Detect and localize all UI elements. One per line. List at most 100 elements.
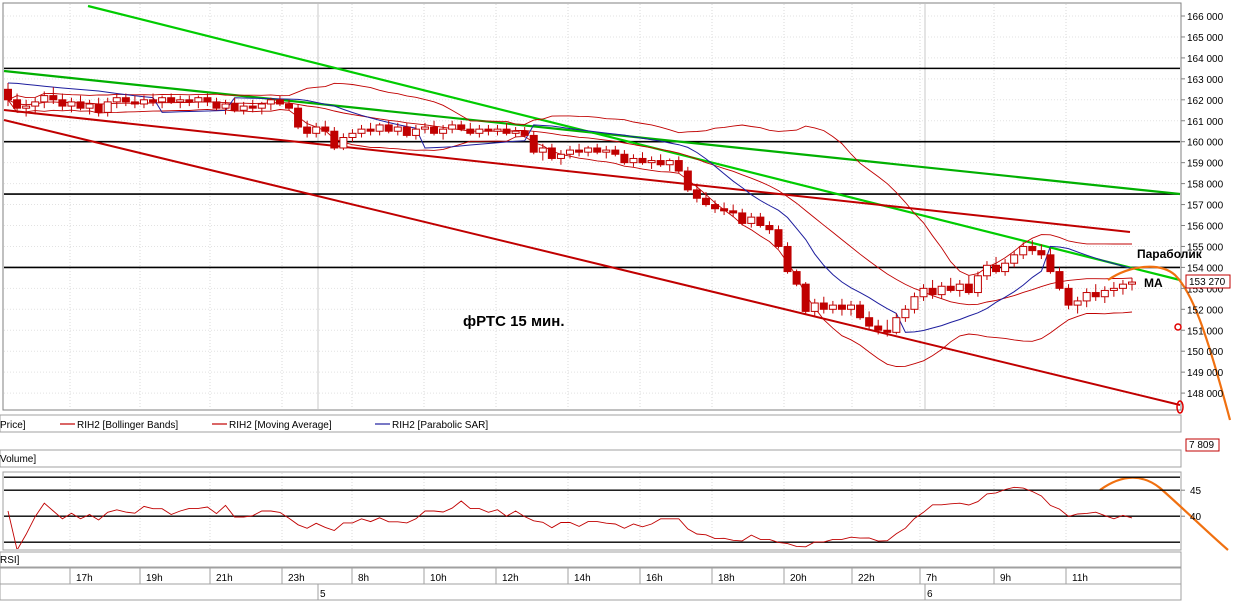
time-tick-label: 16h [646,573,663,584]
candle-body [94,103,103,113]
candle-body [692,189,701,199]
price-pane[interactable] [2,2,1182,411]
candle-body [420,126,429,130]
candle-body [638,157,647,164]
price-tick-label: 156 000 [1187,222,1224,233]
candle-body [946,285,955,291]
candle-body [1073,300,1082,306]
candle-body [937,285,946,296]
green-trendline-steep [87,4,1181,282]
candle-body [493,128,502,132]
candle-body [303,126,312,134]
trend-lines [3,4,1181,406]
candle-body [393,126,402,132]
candle-body [756,216,765,226]
candle-body [656,160,665,166]
candle-body [1118,283,1127,289]
candle-body [828,304,837,310]
candle-body [330,130,339,149]
candle-body [257,103,266,109]
candle-body [810,302,819,312]
candle-body [22,105,31,109]
candle-body [366,128,375,132]
forecast-marker-zero [1176,400,1184,414]
candle-body [375,124,384,132]
candle-body [294,107,303,128]
time-tick-label: 9h [1000,573,1011,584]
time-tick-label: 8h [358,573,369,584]
candle-body [239,105,248,111]
candle-body [40,95,49,103]
price-tick-label: 149 000 [1187,368,1224,379]
price-tick-label: 162 000 [1187,96,1224,107]
volume-pane[interactable] [0,449,1182,468]
candle-body [402,126,411,136]
rsi-label: RSI] [0,555,20,566]
candle-body [1091,292,1100,298]
candle-body [339,137,348,149]
time-tick-label: 19h [146,573,163,584]
price-tick-label: 166 000 [1187,12,1224,23]
candle-body [575,149,584,153]
legend-bar [0,414,1182,433]
time-axis-ticks: 17h 19h 21h 23h 8h 10h 12h 14h 16h 18h 20h 22h 7h 9h 1… [69,568,1088,600]
candle-body [647,160,656,164]
candle-body [738,212,747,224]
candle-body [31,101,40,107]
red-trendline-channel-bottom [3,119,1181,406]
candle-body [1010,254,1019,264]
candle-body [112,97,121,103]
time-tick-label: 20h [790,573,807,584]
candle-body [683,170,692,191]
time-tick-label: 11h [1072,573,1088,584]
candle-body [176,99,185,103]
volume-value: 7 809 [1189,440,1214,451]
candle-body [674,160,683,172]
legend-moving-average: RIH2 [Moving Average] [229,420,332,431]
candle-body [1109,287,1118,291]
price-tick-label: 154 000 [1187,263,1224,274]
rsi-label-bar [0,551,1182,568]
candle-body [529,134,538,153]
candle-body [13,99,22,109]
candle-body [1037,250,1046,256]
candle-body [411,128,420,136]
candle-body [665,160,674,166]
candle-body [275,99,284,105]
candle-body [892,317,901,333]
candle-body [1028,245,1037,252]
candle-body [167,97,176,103]
candle-body [212,101,221,109]
price-axis-ticks: 166 000 165 000 164 000 163 000 162 000 161 0… [1181,12,1224,400]
rsi-pane[interactable] [2,471,1182,551]
time-tick-label: 12h [502,573,519,584]
candle-body [747,216,756,224]
candle-body [992,264,1001,273]
forecast-curve-price [1107,265,1232,421]
legend-parabolic-sar: RIH2 [Parabolic SAR] [392,420,488,431]
time-tick-label: 21h [216,573,233,584]
candle-body [520,130,529,136]
chart-title: фРТС 15 мин. [463,313,565,330]
candle-body [919,287,928,298]
price-tick-label: 164 000 [1187,54,1224,65]
candle-body [49,95,58,101]
candle-body [973,275,982,294]
price-tick-label: 153 000 [1187,284,1224,295]
time-tick-label: 23h [288,573,305,584]
candle-body [538,147,547,153]
time-tick-label: 17h [76,573,93,584]
candle-body [457,124,466,130]
candle-body [312,126,321,134]
candle-body [801,283,810,312]
candle-body [230,103,239,111]
candle-body [910,296,919,310]
candle-body [1064,287,1073,306]
price-tick-label: 157 000 [1187,201,1224,212]
candle-body [448,124,457,130]
candle-body [149,99,158,103]
candle-body [602,149,611,153]
price-tick-label: 148 000 [1187,389,1224,400]
candle-body [1019,245,1028,256]
